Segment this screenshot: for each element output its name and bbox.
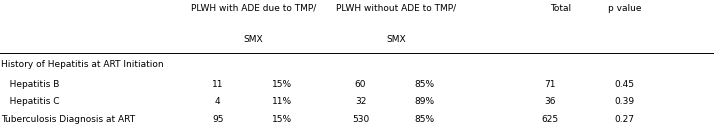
Text: 60: 60: [355, 80, 366, 89]
Text: 85%: 85%: [415, 80, 435, 89]
Text: Tuberculosis Diagnosis at ART: Tuberculosis Diagnosis at ART: [1, 115, 136, 124]
Text: 36: 36: [544, 98, 555, 106]
Text: 95: 95: [212, 115, 223, 124]
Text: 15%: 15%: [272, 80, 292, 89]
Text: Total: Total: [550, 4, 571, 13]
Text: PLWH without ADE to TMP/: PLWH without ADE to TMP/: [336, 4, 456, 13]
Text: Hepatitis C: Hepatitis C: [1, 98, 60, 106]
Text: 15%: 15%: [272, 115, 292, 124]
Text: 0.45: 0.45: [615, 80, 635, 89]
Text: History of Hepatitis at ART Initiation: History of Hepatitis at ART Initiation: [1, 60, 164, 69]
Text: SMX: SMX: [386, 35, 406, 44]
Text: SMX: SMX: [243, 35, 263, 44]
Text: Hepatitis B: Hepatitis B: [1, 80, 60, 89]
Text: 32: 32: [355, 98, 366, 106]
Text: 71: 71: [544, 80, 555, 89]
Text: 4: 4: [215, 98, 221, 106]
Text: PLWH with ADE due to TMP/: PLWH with ADE due to TMP/: [191, 4, 316, 13]
Text: 11: 11: [212, 80, 223, 89]
Text: 85%: 85%: [415, 115, 435, 124]
Text: p value: p value: [608, 4, 641, 13]
Text: 530: 530: [352, 115, 369, 124]
Text: 625: 625: [541, 115, 558, 124]
Text: 11%: 11%: [272, 98, 292, 106]
Text: 0.27: 0.27: [615, 115, 635, 124]
Text: 89%: 89%: [415, 98, 435, 106]
Text: 0.39: 0.39: [615, 98, 635, 106]
